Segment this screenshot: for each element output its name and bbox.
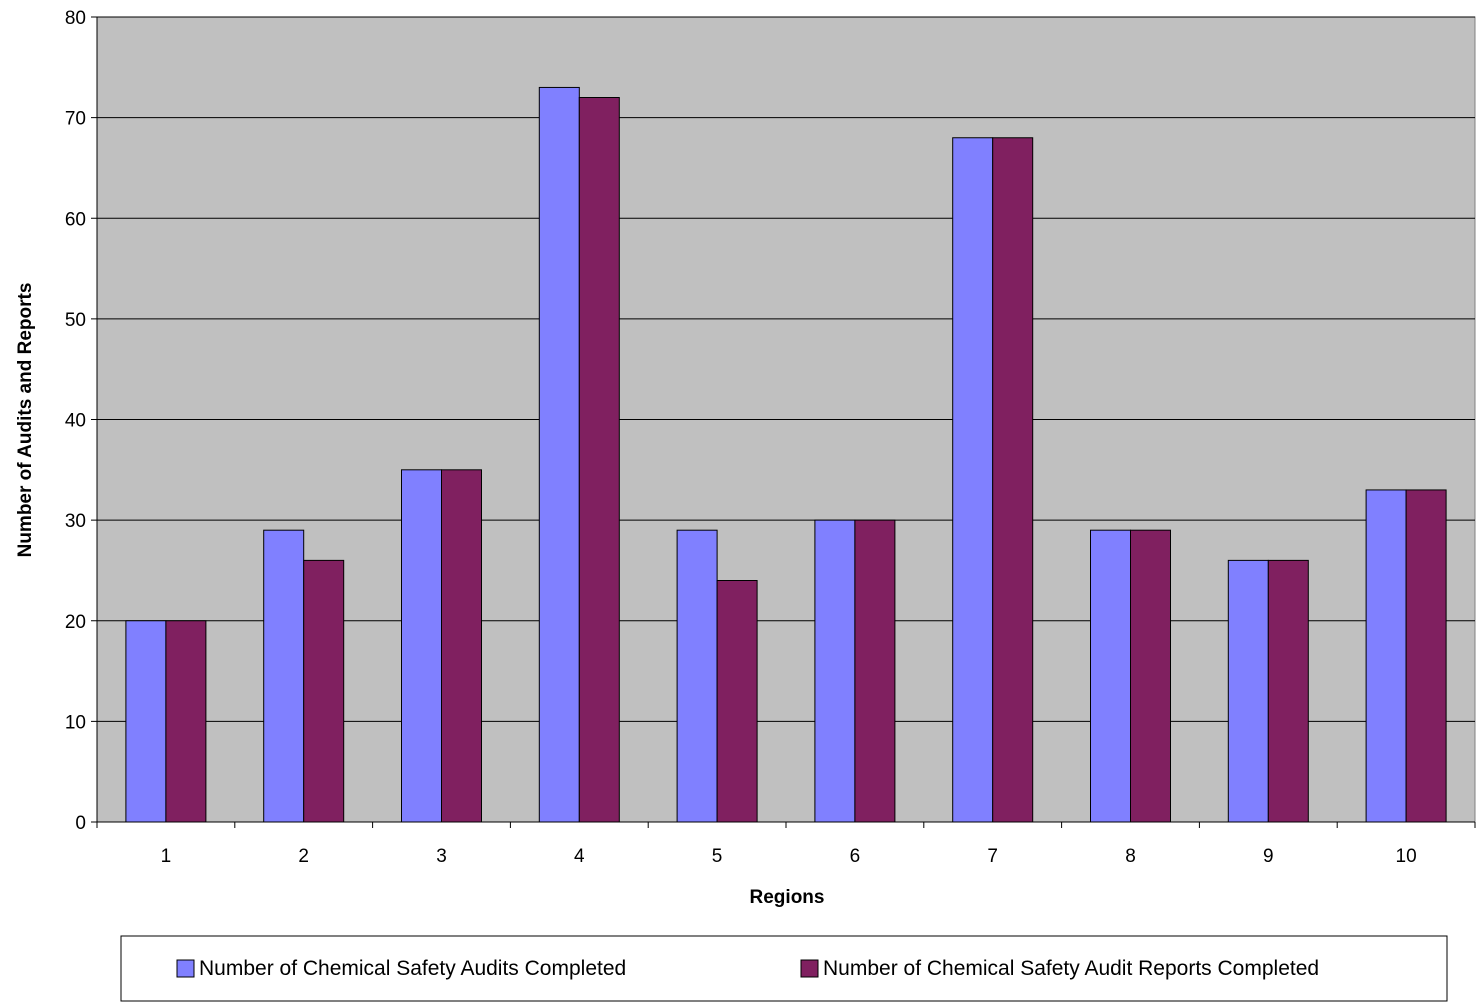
bar-reports xyxy=(1130,529,1171,823)
bar-audits xyxy=(263,529,305,823)
x-tick-label: 5 xyxy=(712,846,723,867)
bar-reports xyxy=(165,620,207,823)
legend-box xyxy=(120,935,1448,1002)
legend-label-reports: Number of Chemical Safety Audit Reports … xyxy=(823,957,1319,980)
x-tick-label: 4 xyxy=(574,846,585,867)
x-tick-label: 10 xyxy=(1396,846,1417,867)
bar-reports xyxy=(578,97,620,823)
bar-audits xyxy=(1365,489,1407,823)
y-ticks: 0 10 20 30 40 50 60 70 80 xyxy=(65,8,97,834)
bars xyxy=(125,86,1447,823)
x-axis-title: Regions xyxy=(750,887,825,908)
bar-reports xyxy=(1405,489,1447,823)
bar-audits xyxy=(952,137,994,823)
y-tick-label: 70 xyxy=(65,109,86,130)
bar-audits xyxy=(538,86,580,823)
bar-audits xyxy=(814,519,856,823)
y-tick-label: 10 xyxy=(65,712,86,733)
bar-reports xyxy=(854,519,896,823)
y-tick-label: 0 xyxy=(75,813,86,834)
x-tick-label: 7 xyxy=(987,846,998,867)
y-tick-label: 80 xyxy=(65,8,86,29)
bar-reports xyxy=(303,559,345,823)
x-tick-label: 9 xyxy=(1263,846,1274,867)
legend-swatch-reports xyxy=(800,959,819,978)
bar-audits xyxy=(401,469,442,823)
bar-audits xyxy=(125,620,167,823)
x-tick-label: 3 xyxy=(436,846,447,867)
x-tick-label: 2 xyxy=(298,846,309,867)
bar-reports xyxy=(1267,559,1309,823)
bar-audits xyxy=(1227,559,1269,823)
x-tick-label: 1 xyxy=(161,846,172,867)
legend-swatch-audits xyxy=(176,959,195,978)
bar-reports xyxy=(441,469,482,823)
y-tick-label: 20 xyxy=(65,612,86,633)
x-ticks: 1 2 3 4 5 6 7 8 9 10 xyxy=(96,822,1476,867)
legend: Number of Chemical Safety Audits Complet… xyxy=(120,935,1448,1002)
y-tick-label: 40 xyxy=(65,411,86,432)
x-tick-label: 6 xyxy=(850,846,861,867)
y-tick-label: 50 xyxy=(65,310,86,331)
y-tick-label: 30 xyxy=(65,511,86,532)
y-axis-title: Number of Audits and Reports xyxy=(15,283,36,558)
x-tick-label: 8 xyxy=(1125,846,1136,867)
bar-audits xyxy=(676,529,718,823)
legend-label-audits: Number of Chemical Safety Audits Complet… xyxy=(199,957,626,980)
bar-reports xyxy=(992,137,1034,823)
y-tick-label: 60 xyxy=(65,209,86,230)
bar-reports xyxy=(716,580,758,823)
bar-audits xyxy=(1090,529,1131,823)
